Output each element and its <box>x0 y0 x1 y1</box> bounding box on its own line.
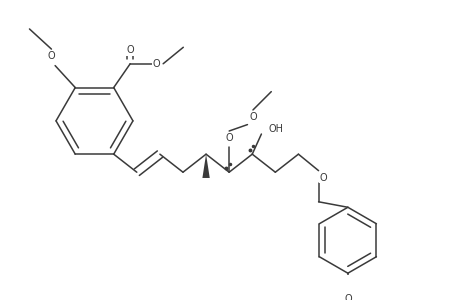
Text: O: O <box>343 294 351 300</box>
Text: OH: OH <box>268 124 283 134</box>
Text: O: O <box>225 133 232 143</box>
Text: O: O <box>249 112 256 122</box>
Text: O: O <box>48 50 55 61</box>
Text: O: O <box>319 173 326 183</box>
Text: O: O <box>152 59 160 69</box>
Text: O: O <box>126 45 134 55</box>
Polygon shape <box>202 154 209 178</box>
